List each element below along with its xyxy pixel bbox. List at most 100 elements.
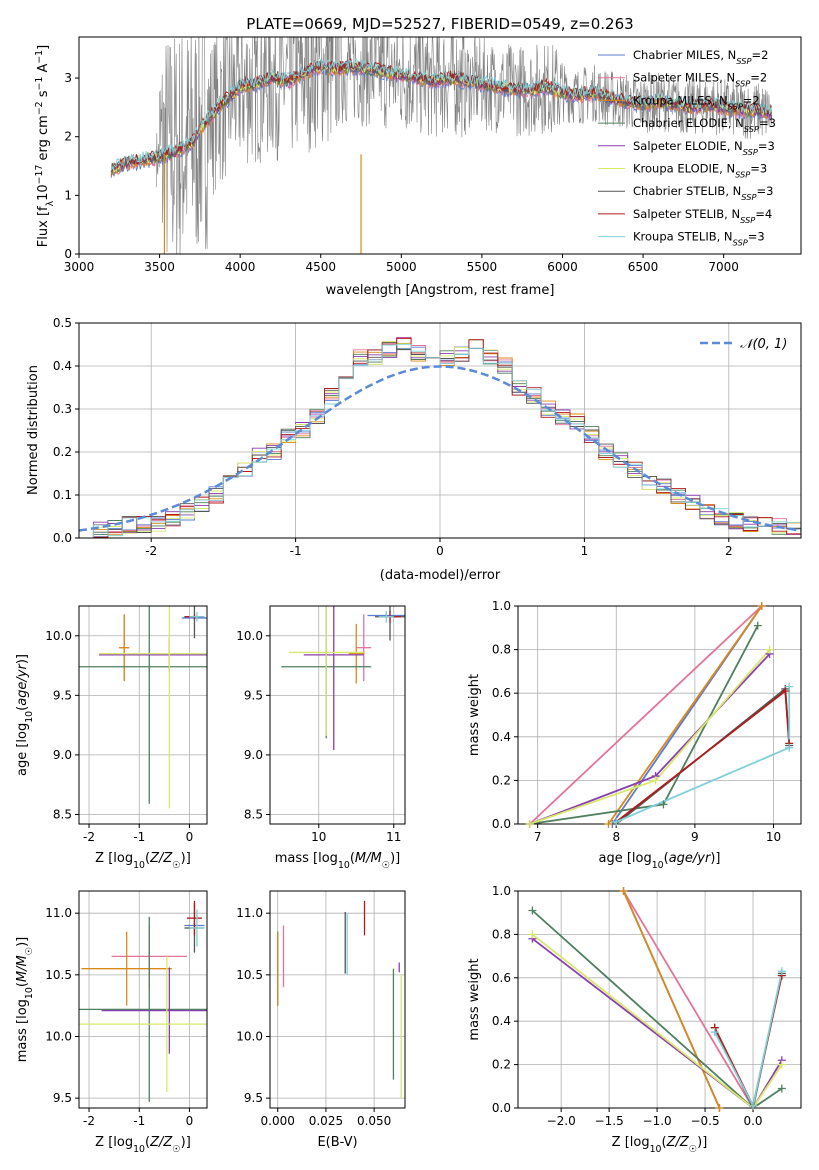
y-tick-label: 9.0 — [244, 748, 263, 762]
spectrum-ylabel-part: −17 — [34, 165, 45, 185]
y-tick-label: 9.5 — [244, 688, 263, 702]
y-tick-label: 0 — [64, 247, 72, 261]
weight-marker-kroupa-stelib — [710, 1028, 719, 1037]
y-tick-label: 0.6 — [492, 971, 511, 985]
y-tick-label: 8.5 — [244, 807, 263, 821]
x-tick-label: 6500 — [628, 260, 659, 274]
weight-vs-z-axes-plot-area — [531, 891, 783, 1108]
legend-entry-part: =2 — [751, 48, 768, 62]
age-vs-mass-axes-xlabel-part: ☉ — [382, 860, 390, 871]
age-vs-mass-axes-plot-area — [281, 606, 405, 751]
age-vs-z-axes: -2 -1 08.59.09.510.0Z [log10(Z/Z☉)]age [lo… — [15, 605, 208, 871]
mass-vs-ebv-axes-xlabel: E(B-V) — [317, 1135, 357, 1150]
y-tick-label: 0.2 — [53, 445, 72, 459]
x-tick-label: -2 — [83, 1114, 95, 1128]
weight-vs-z-axes: −2.0 −1.5 −1.0 −0.5 0.0 0.0 0.2 0.4 0.6 0.8 1.0 Z [… — [467, 884, 802, 1155]
y-tick-label: 11.0 — [236, 906, 263, 920]
x-tick-label: 9 — [691, 830, 699, 844]
x-tick-label: -1 — [290, 544, 302, 558]
legend-entry: Salpeter STELIB, NSSP=4 — [633, 207, 772, 225]
age-vs-z-axes-ylabel-part: ( — [15, 706, 30, 711]
x-tick-label: 0.000 — [261, 1114, 295, 1128]
y-tick-label: 0.8 — [492, 643, 511, 657]
x-tick-label: 0.0 — [743, 1114, 762, 1128]
legend-entry: Kroupa STELIB, NSSP=3 — [633, 230, 765, 248]
x-tick-label: 3500 — [144, 260, 175, 274]
age-vs-mass-axes-xlabel: mass [log10(M/M☉)] — [275, 851, 401, 871]
mass-vs-z-axes-ylabel-part: )] — [15, 937, 30, 947]
age-vs-z-axes-ylabel-part: 10 — [24, 711, 35, 723]
spectrum-ylabel-part: 10 — [36, 184, 51, 201]
spectrum-ylabel-part: ] — [36, 45, 51, 50]
x-tick-label: -2 — [145, 544, 157, 558]
y-tick-label: 8.5 — [53, 807, 72, 821]
mass-vs-z-axes-plot-area — [79, 900, 207, 1102]
age-vs-z-axes-ylabel-part: )] — [15, 654, 30, 664]
weight-marker-kroupa-stelib — [777, 967, 786, 976]
weight-marker-kroupa-stelib — [785, 682, 794, 691]
x-tick-label: 8 — [612, 830, 620, 844]
weight-line-chabrier-elodie — [531, 909, 783, 1108]
age-vs-z-axes-ylabel-part: age [log — [15, 723, 30, 776]
legend-entry-part: Kroupa MILES, N — [633, 93, 728, 107]
x-tick-label: −0.5 — [690, 1114, 719, 1128]
mass-vs-z-axes-xlabel-part: ( — [145, 1135, 150, 1150]
weight-line-salpeter-miles — [529, 606, 763, 824]
legend-entry: Kroupa ELODIE, NSSP=3 — [633, 162, 767, 180]
legend-entry-part: SSP — [741, 192, 756, 202]
legend-entry-part: Chabrier MILES, N — [633, 48, 736, 62]
x-tick-label: −2.0 — [547, 1114, 576, 1128]
weight-line-salpeter-elodie — [531, 937, 783, 1108]
spectrum-ylabel-part: −1 — [34, 77, 45, 91]
legend-entry-part: =3 — [748, 230, 765, 244]
weight-vs-age-axes-xlabel-part: 10 — [652, 860, 664, 871]
legend-entry-part: SSP — [728, 101, 743, 111]
weight-vs-z-axes-xlabel-part: Z/Z — [666, 1135, 690, 1150]
mass-vs-z-axes-xlabel-part: ☉ — [172, 1144, 180, 1155]
legend-entry-part: =3 — [759, 116, 776, 130]
y-tick-label: 0.4 — [492, 730, 511, 744]
legend-entry: 𝒩(0, 1) — [740, 337, 787, 352]
weight-marker-kroupa-elodie — [525, 820, 534, 828]
weight-marker-chabrier-elodie — [528, 906, 537, 915]
y-tick-label: 10.0 — [236, 629, 263, 643]
legend-entry-part: SSP — [743, 147, 758, 157]
weight-marker-kroupa-miles — [619, 887, 628, 895]
x-tick-label: -2 — [83, 830, 95, 844]
legend-entry-part: Chabrier ELODIE, N — [633, 116, 744, 130]
x-tick-label: -1 — [133, 1114, 145, 1128]
model-spectrum-kroupa-elodie — [110, 60, 772, 174]
weight-vs-age-axes-xlabel-part: age/yr — [669, 851, 712, 866]
legend-entry: Salpeter ELODIE, NSSP=3 — [633, 139, 775, 157]
weight-line-kroupa-elodie — [531, 933, 783, 1108]
mass-vs-z-axes-xlabel: Z [log10(Z/Z☉)] — [95, 1135, 191, 1155]
y-tick-label: 3 — [64, 71, 72, 85]
weight-vs-z-axes-frame — [517, 890, 802, 1109]
y-tick-label: 9.5 — [53, 1091, 72, 1105]
x-tick-label: 10 — [311, 830, 326, 844]
mass-vs-z-axes-ylabel-part: M/M — [15, 955, 30, 982]
y-tick-label: 0.4 — [492, 1014, 511, 1028]
spectrum-axes: 3000 3500 4000 4500 5000 5500 6000 6500 7000 0 1 2 3… — [34, 36, 802, 298]
y-tick-label: 0.2 — [492, 773, 511, 787]
residuals-xlabel: (data-model)/error — [380, 568, 501, 583]
legend-entry-part: Salpeter STELIB, N — [633, 207, 740, 221]
legend-entry: Chabrier STELIB, NSSP=3 — [633, 184, 773, 202]
legend-entry-part: SSP — [735, 170, 750, 180]
weight-marker-kroupa-miles — [715, 1104, 724, 1112]
weight-vs-z-axes-xlabel-part: ( — [662, 1135, 667, 1150]
spectrum-ylabel-part: Flux [f — [36, 206, 51, 247]
spectrum-ylabel-part: −1 — [34, 50, 45, 64]
weight-vs-age-axes-xlabel-part: ( — [664, 851, 669, 866]
mass-vs-ebv-axes: 0.000 0.025 0.050 9.5 10.0 10.5 11.0 E(B-V) — [236, 890, 406, 1150]
age-vs-z-axes-ylabel-part: age/yr — [15, 662, 30, 705]
legend-entry-part: Salpeter ELODIE, N — [633, 139, 743, 153]
legend-entry-part: Kroupa ELODIE, N — [633, 162, 735, 176]
x-tick-label: 5000 — [386, 260, 417, 274]
weight-vs-age-axes-frame — [517, 605, 802, 825]
age-vs-z-axes-xlabel-part: ( — [145, 851, 150, 866]
